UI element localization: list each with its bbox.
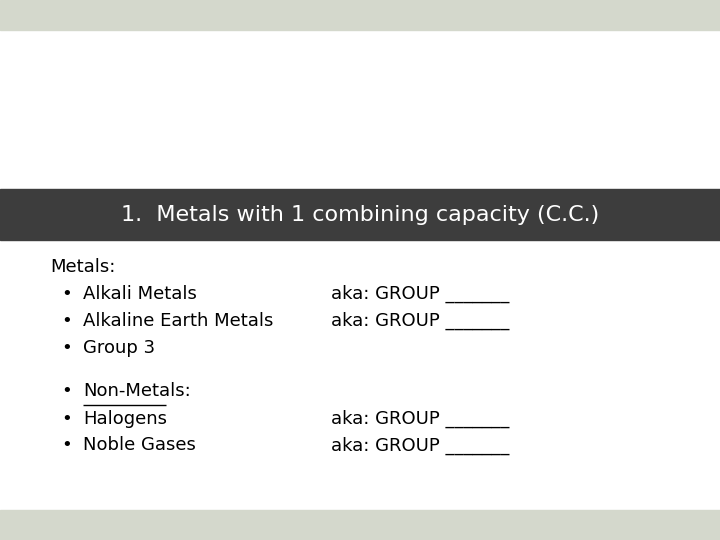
Text: Alkali Metals: Alkali Metals xyxy=(83,285,197,303)
Text: Group 3: Group 3 xyxy=(83,339,155,357)
Text: Halogens: Halogens xyxy=(83,409,167,428)
Text: aka: GROUP _______: aka: GROUP _______ xyxy=(331,436,510,455)
Text: Noble Gases: Noble Gases xyxy=(83,436,196,455)
Bar xyxy=(0,0,720,30)
Text: Metals:: Metals: xyxy=(50,258,116,276)
Text: aka: GROUP _______: aka: GROUP _______ xyxy=(331,285,510,303)
Text: •: • xyxy=(61,339,72,357)
Text: •: • xyxy=(61,382,72,401)
Text: •: • xyxy=(61,436,72,455)
Text: 1.  Metals with 1 combining capacity (C.C.): 1. Metals with 1 combining capacity (C.C… xyxy=(121,205,599,225)
Text: aka: GROUP _______: aka: GROUP _______ xyxy=(331,409,510,428)
Bar xyxy=(0,510,720,540)
Text: •: • xyxy=(61,285,72,303)
Text: Non-Metals:: Non-Metals: xyxy=(83,382,191,401)
Text: aka: GROUP _______: aka: GROUP _______ xyxy=(331,312,510,330)
Bar xyxy=(0,189,720,240)
Text: •: • xyxy=(61,409,72,428)
Text: •: • xyxy=(61,312,72,330)
Text: Alkaline Earth Metals: Alkaline Earth Metals xyxy=(83,312,273,330)
